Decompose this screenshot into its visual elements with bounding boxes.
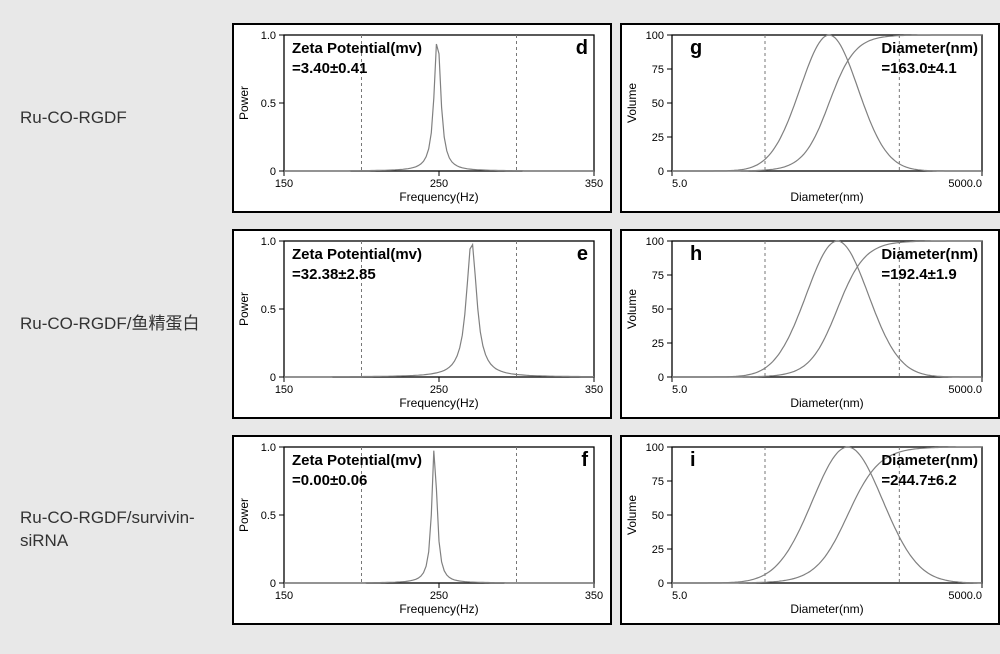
svg-text:Diameter(nm): Diameter(nm) bbox=[790, 396, 863, 410]
svg-text:5000.0: 5000.0 bbox=[948, 590, 982, 602]
svg-text:50: 50 bbox=[652, 510, 664, 522]
svg-text:0: 0 bbox=[658, 578, 664, 590]
zeta-annotation: Zeta Potential(mv) =0.00±0.06 bbox=[292, 451, 422, 490]
annot-line1: Diameter(nm) bbox=[881, 40, 978, 57]
panel-letter: d bbox=[576, 37, 588, 60]
zeta-annotation: Zeta Potential(mv) =32.38±2.85 bbox=[292, 245, 422, 284]
svg-text:Diameter(nm): Diameter(nm) bbox=[790, 190, 863, 204]
svg-text:Volume: Volume bbox=[625, 495, 639, 535]
svg-text:0: 0 bbox=[658, 166, 664, 178]
svg-text:Diameter(nm): Diameter(nm) bbox=[790, 602, 863, 616]
svg-text:0: 0 bbox=[270, 578, 276, 590]
svg-text:0.5: 0.5 bbox=[261, 98, 276, 110]
svg-text:75: 75 bbox=[652, 64, 664, 76]
svg-text:Power: Power bbox=[237, 498, 251, 532]
svg-text:0: 0 bbox=[270, 372, 276, 384]
svg-text:350: 350 bbox=[585, 178, 603, 190]
annot-line2: =163.0±4.1 bbox=[881, 60, 956, 77]
svg-text:150: 150 bbox=[275, 590, 293, 602]
svg-text:350: 350 bbox=[585, 384, 603, 396]
panel-zeta-d: 150 250 350 0 0.5 1.0 Frequency(Hz) Power Zeta P… bbox=[232, 23, 612, 213]
panel-letter: h bbox=[690, 243, 702, 266]
annot-line2: =32.38±2.85 bbox=[292, 266, 376, 283]
panel-diameter-g: 5.0 5000.0 0 25 50 75 100 Diameter(nm) Volume Dia… bbox=[620, 23, 1000, 213]
svg-text:50: 50 bbox=[652, 304, 664, 316]
svg-text:100: 100 bbox=[646, 30, 664, 42]
panel-letter: f bbox=[581, 449, 588, 472]
svg-text:5.0: 5.0 bbox=[672, 590, 687, 602]
svg-text:350: 350 bbox=[585, 590, 603, 602]
diameter-annotation: Diameter(nm) =244.7±6.2 bbox=[881, 451, 978, 490]
panel-grid: Ru-CO-RGDF 15025035000.51.0Frequency(Hz)… bbox=[14, 18, 986, 630]
svg-text:0: 0 bbox=[658, 372, 664, 384]
svg-text:0.5: 0.5 bbox=[261, 304, 276, 316]
svg-text:0: 0 bbox=[270, 166, 276, 178]
svg-text:5.0: 5.0 bbox=[672, 384, 687, 396]
svg-text:5000.0: 5000.0 bbox=[948, 384, 982, 396]
svg-text:Frequency(Hz): Frequency(Hz) bbox=[399, 190, 478, 204]
svg-text:75: 75 bbox=[652, 270, 664, 282]
figure-page: Ru-CO-RGDF 15025035000.51.0Frequency(Hz)… bbox=[0, 0, 1000, 654]
svg-text:100: 100 bbox=[646, 236, 664, 248]
svg-text:250: 250 bbox=[430, 384, 448, 396]
zeta-annotation: Zeta Potential(mv) =3.40±0.41 bbox=[292, 39, 422, 78]
annot-line2: =192.4±1.9 bbox=[881, 266, 956, 283]
panel-letter: e bbox=[577, 243, 588, 266]
panel-diameter-h: 5.0 5000.0 0 25 50 75 100 Diameter(nm) Volume Dia… bbox=[620, 229, 1000, 419]
diameter-annotation: Diameter(nm) =163.0±4.1 bbox=[881, 39, 978, 78]
svg-text:0.5: 0.5 bbox=[261, 510, 276, 522]
annot-line1: Diameter(nm) bbox=[881, 246, 978, 263]
svg-text:150: 150 bbox=[275, 178, 293, 190]
svg-text:25: 25 bbox=[652, 132, 664, 144]
svg-text:Power: Power bbox=[237, 292, 251, 326]
panel-zeta-e: 150 250 350 0 0.5 1.0 Frequency(Hz) Power Zeta P… bbox=[232, 229, 612, 419]
panel-diameter-i: 5.0 5000.0 0 25 50 75 100 Diameter(nm) Volume Dia… bbox=[620, 435, 1000, 625]
diameter-annotation: Diameter(nm) =192.4±1.9 bbox=[881, 245, 978, 284]
annot-line1: Zeta Potential(mv) bbox=[292, 246, 422, 263]
annot-line1: Diameter(nm) bbox=[881, 452, 978, 469]
svg-text:5000.0: 5000.0 bbox=[948, 178, 982, 190]
panel-letter: i bbox=[690, 449, 696, 472]
svg-text:1.0: 1.0 bbox=[261, 30, 276, 42]
row-label-1: Ru-CO-RGDF bbox=[14, 107, 224, 130]
svg-text:Frequency(Hz): Frequency(Hz) bbox=[399, 396, 478, 410]
annot-line2: =244.7±6.2 bbox=[881, 472, 956, 489]
row-label-3: Ru-CO-RGDF/survivin-siRNA bbox=[14, 507, 224, 553]
annot-line2: =0.00±0.06 bbox=[292, 472, 367, 489]
row-label-2: Ru-CO-RGDF/鱼精蛋白 bbox=[14, 313, 224, 336]
svg-text:75: 75 bbox=[652, 476, 664, 488]
panel-zeta-f: 150 250 350 0 0.5 1.0 Frequency(Hz) Power Zeta P… bbox=[232, 435, 612, 625]
svg-text:Volume: Volume bbox=[625, 83, 639, 123]
annot-line1: Zeta Potential(mv) bbox=[292, 452, 422, 469]
svg-text:150: 150 bbox=[275, 384, 293, 396]
svg-text:100: 100 bbox=[646, 442, 664, 454]
svg-text:Power: Power bbox=[237, 86, 251, 120]
svg-text:25: 25 bbox=[652, 544, 664, 556]
svg-text:5.0: 5.0 bbox=[672, 178, 687, 190]
svg-text:25: 25 bbox=[652, 338, 664, 350]
svg-text:Frequency(Hz): Frequency(Hz) bbox=[399, 602, 478, 616]
svg-text:250: 250 bbox=[430, 178, 448, 190]
svg-text:50: 50 bbox=[652, 98, 664, 110]
annot-line1: Zeta Potential(mv) bbox=[292, 40, 422, 57]
svg-text:1.0: 1.0 bbox=[261, 442, 276, 454]
svg-text:250: 250 bbox=[430, 590, 448, 602]
svg-text:Volume: Volume bbox=[625, 289, 639, 329]
panel-letter: g bbox=[690, 37, 702, 60]
annot-line2: =3.40±0.41 bbox=[292, 60, 367, 77]
svg-text:1.0: 1.0 bbox=[261, 236, 276, 248]
